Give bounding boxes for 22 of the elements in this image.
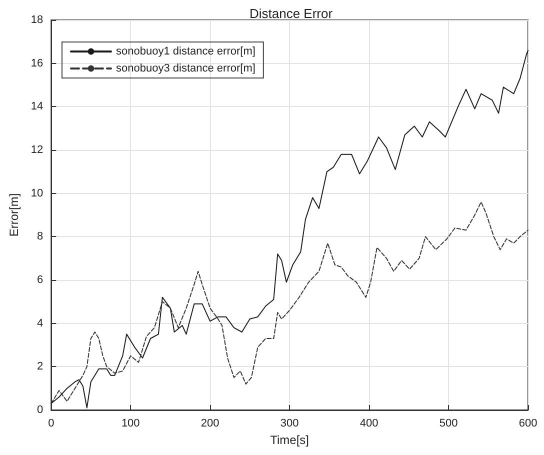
y-tick-label: 18 [30,14,44,26]
y-tick-label: 10 [30,187,44,200]
x-tick-label: 400 [360,418,378,430]
y-tick-label: 4 [37,317,44,330]
y-tick-label: 2 [37,360,44,373]
y-axis-title: Error[m] [7,193,21,237]
x-tick-label: 100 [121,418,140,430]
legend-label: sonobuoy1 distance error[m] [116,46,256,58]
legend-label: sonobuoy3 distance error[m] [116,62,256,74]
x-tick-label: 300 [280,418,299,430]
x-axis-title: Time[s] [270,432,310,447]
x-tick-label: 500 [439,418,458,430]
x-tick-label: 600 [518,418,538,430]
y-tick-label: 6 [37,274,44,286]
y-tick-label: 16 [30,57,44,70]
x-tick-label: 0 [48,418,54,430]
y-tick-label: 0 [37,404,44,416]
y-tick-label: 14 [30,100,44,113]
y-tick-label: 12 [30,144,44,156]
x-tick-label: 200 [200,418,220,430]
y-tick-label: 8 [37,230,44,243]
chart-title: Distance Error [249,6,334,21]
